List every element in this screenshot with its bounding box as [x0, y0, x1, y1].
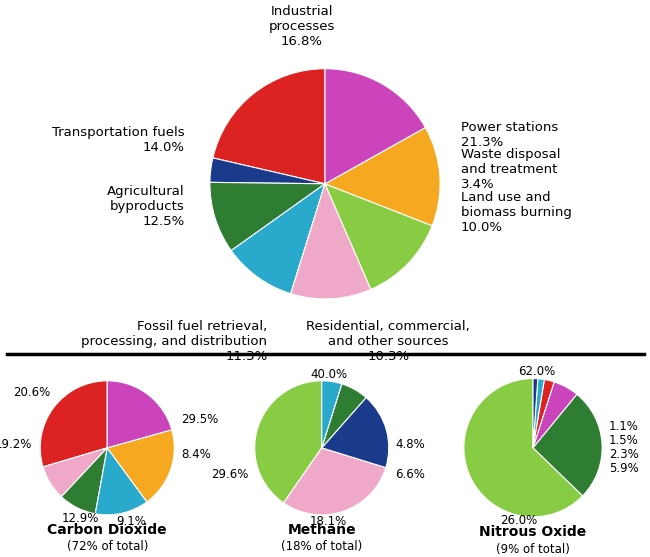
Text: 20.6%: 20.6%	[13, 387, 50, 399]
Wedge shape	[107, 430, 174, 502]
Text: 26.0%: 26.0%	[500, 514, 538, 527]
Text: 5.9%: 5.9%	[609, 462, 639, 475]
Wedge shape	[210, 158, 325, 184]
Text: Carbon Dioxide: Carbon Dioxide	[47, 522, 167, 536]
Text: Fossil fuel retrieval,
processing, and distribution
11.3%: Fossil fuel retrieval, processing, and d…	[81, 320, 267, 363]
Text: Industrial
processes
16.8%: Industrial processes 16.8%	[269, 5, 335, 48]
Text: Land use and
biomass burning
10.0%: Land use and biomass burning 10.0%	[461, 191, 572, 234]
Text: 29.6%: 29.6%	[211, 468, 248, 481]
Wedge shape	[325, 69, 425, 184]
Wedge shape	[231, 184, 325, 294]
Wedge shape	[325, 184, 432, 290]
Text: 40.0%: 40.0%	[310, 368, 347, 380]
Text: (72% of total): (72% of total)	[66, 540, 148, 553]
Wedge shape	[283, 448, 386, 515]
Wedge shape	[255, 381, 322, 503]
Text: (18% of total): (18% of total)	[281, 540, 363, 553]
Text: 29.5%: 29.5%	[181, 413, 218, 426]
Wedge shape	[291, 184, 371, 299]
Text: 19.2%: 19.2%	[0, 438, 32, 451]
Wedge shape	[533, 379, 538, 448]
Text: Nitrous Oxide: Nitrous Oxide	[480, 525, 586, 539]
Wedge shape	[533, 394, 602, 496]
Wedge shape	[61, 448, 107, 514]
Wedge shape	[533, 382, 577, 448]
Text: Waste disposal
and treatment
3.4%: Waste disposal and treatment 3.4%	[461, 149, 560, 192]
Wedge shape	[533, 379, 545, 448]
Text: 4.8%: 4.8%	[395, 438, 425, 451]
Wedge shape	[533, 379, 554, 448]
Text: Residential, commercial,
and other sources
10.3%: Residential, commercial, and other sourc…	[306, 320, 470, 363]
Wedge shape	[96, 448, 147, 515]
Wedge shape	[213, 69, 325, 184]
Text: Agricultural
byproducts
12.5%: Agricultural byproducts 12.5%	[107, 185, 185, 228]
Text: 12.9%: 12.9%	[62, 512, 99, 525]
Text: 62.0%: 62.0%	[518, 365, 555, 378]
Wedge shape	[210, 182, 325, 251]
Wedge shape	[322, 381, 342, 448]
Text: 18.1%: 18.1%	[310, 515, 347, 528]
Text: Power stations
21.3%: Power stations 21.3%	[461, 121, 558, 149]
Wedge shape	[107, 381, 172, 448]
Text: 1.5%: 1.5%	[609, 434, 639, 447]
Text: Methane: Methane	[287, 522, 356, 536]
Text: (9% of total): (9% of total)	[496, 543, 570, 556]
Text: 9.1%: 9.1%	[116, 515, 146, 528]
Text: Transportation fuels
14.0%: Transportation fuels 14.0%	[52, 126, 185, 154]
Wedge shape	[325, 128, 440, 226]
Text: 2.3%: 2.3%	[609, 448, 639, 461]
Wedge shape	[464, 379, 582, 517]
Text: 1.1%: 1.1%	[609, 421, 639, 433]
Wedge shape	[322, 398, 389, 467]
Wedge shape	[40, 381, 107, 467]
Wedge shape	[322, 384, 366, 448]
Text: 6.6%: 6.6%	[395, 468, 425, 481]
Wedge shape	[43, 448, 107, 497]
Text: 8.4%: 8.4%	[181, 448, 211, 461]
